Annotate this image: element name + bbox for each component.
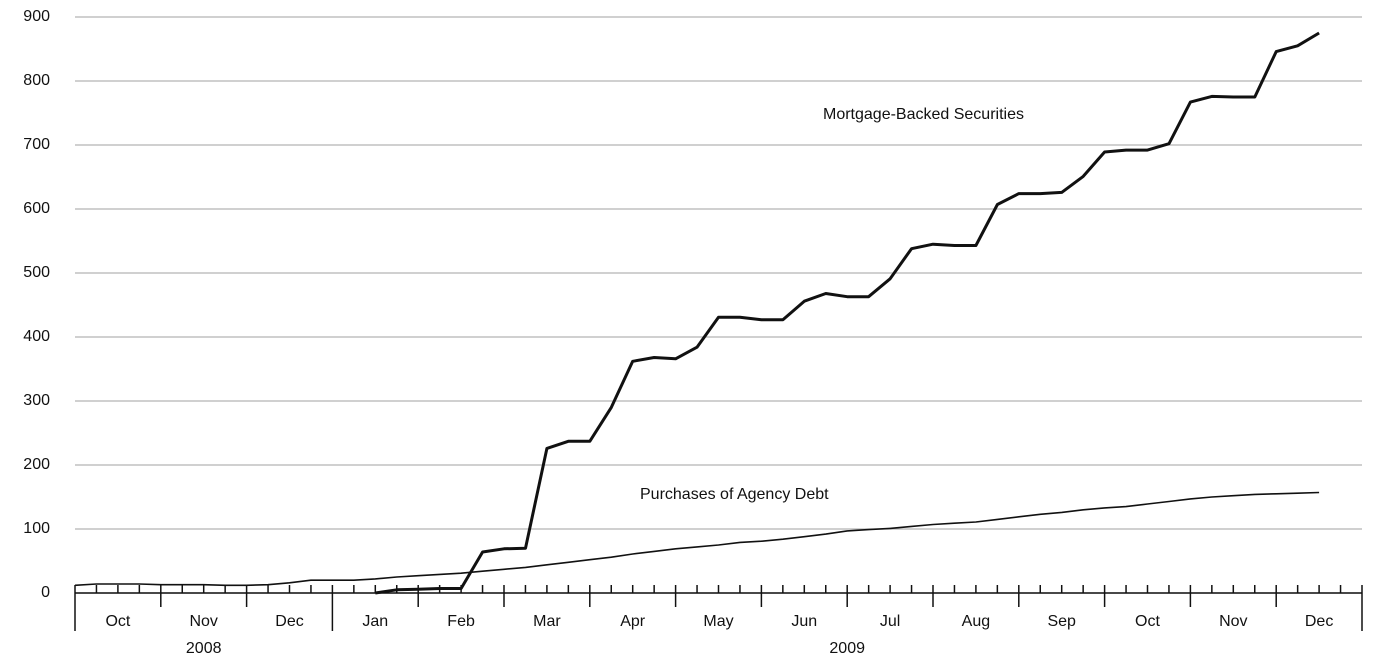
series-label: Purchases of Agency Debt bbox=[640, 486, 829, 503]
y-tick-label: 300 bbox=[23, 392, 50, 409]
x-tick-label: Nov bbox=[1219, 613, 1247, 630]
x-tick-label: Sep bbox=[1047, 613, 1076, 630]
x-tick-label: Aug bbox=[962, 613, 990, 630]
y-tick-label: 0 bbox=[41, 584, 50, 601]
x-tick-label: Jun bbox=[791, 613, 817, 630]
x-tick-label: Nov bbox=[189, 613, 217, 630]
x-tick-label: Jul bbox=[880, 613, 900, 630]
year-label: 2009 bbox=[829, 640, 865, 657]
y-tick-label: 500 bbox=[23, 264, 50, 281]
y-tick-label: 900 bbox=[23, 8, 50, 25]
x-tick-label: Oct bbox=[105, 613, 130, 630]
x-tick-label: May bbox=[703, 613, 733, 630]
series-line bbox=[74, 491, 1320, 587]
y-tick-label: 700 bbox=[23, 136, 50, 153]
series-label: Mortgage-Backed Securities bbox=[823, 106, 1024, 123]
y-tick-label: 600 bbox=[23, 200, 50, 217]
y-tick-label: 800 bbox=[23, 72, 50, 89]
x-tick-label: Jan bbox=[362, 613, 388, 630]
x-tick-label: Dec bbox=[275, 613, 303, 630]
x-tick-label: Apr bbox=[620, 613, 646, 630]
x-tick-label: Dec bbox=[1305, 613, 1333, 630]
y-tick-label: 400 bbox=[23, 328, 50, 345]
x-tick-label: Feb bbox=[447, 613, 475, 630]
x-tick-label: Oct bbox=[1135, 613, 1160, 630]
y-tick-label: 200 bbox=[23, 456, 50, 473]
x-tick-label: Mar bbox=[533, 613, 561, 630]
series-line bbox=[375, 31, 1320, 595]
year-label: 2008 bbox=[186, 640, 222, 657]
y-tick-label: 100 bbox=[23, 520, 50, 537]
